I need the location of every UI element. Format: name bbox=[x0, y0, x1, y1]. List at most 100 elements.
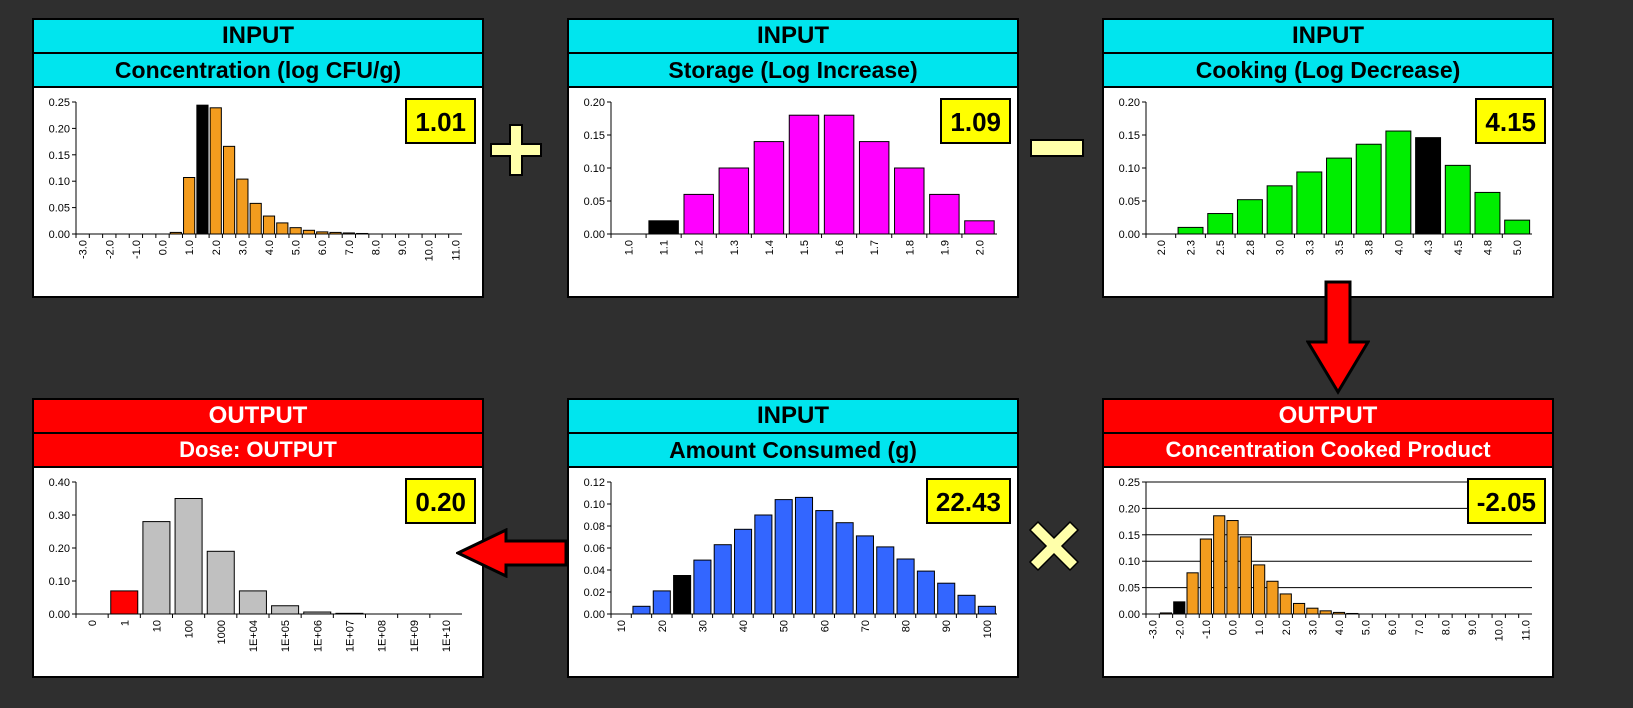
y-tick-label: 0.10 bbox=[49, 176, 70, 188]
y-tick-label: 0.15 bbox=[1119, 130, 1140, 142]
bar bbox=[1279, 593, 1292, 615]
panel-amount: INPUT Amount Consumed (g) 0.00 0.02 0.04 0.… bbox=[567, 398, 1019, 678]
x-tick-label: 0.0 bbox=[158, 240, 170, 255]
chart-storage: 0.00 0.05 0.10 0.15 0.20 1.0 1.1 1.2 1.3 1.4 1.5 1.… bbox=[567, 86, 1019, 298]
x-tick-label: 10.0 bbox=[1494, 620, 1506, 641]
bar bbox=[271, 605, 300, 615]
highlight-bar bbox=[673, 575, 692, 615]
bar bbox=[835, 522, 854, 615]
bar bbox=[1292, 602, 1306, 615]
x-tick-label: 1.0 bbox=[624, 240, 636, 255]
bar bbox=[209, 107, 222, 235]
panel-subheader: Cooking (Log Decrease) bbox=[1102, 52, 1554, 88]
chart-concentration: 0.00 0.05 0.10 0.15 0.20 0.25 -3.0 -2.0 -1.0 0.0 1… bbox=[32, 86, 484, 298]
x-tick-label: -1.0 bbox=[131, 240, 143, 259]
y-tick-label: 0.10 bbox=[49, 576, 70, 588]
bar bbox=[916, 570, 935, 615]
bar bbox=[238, 590, 267, 615]
bar bbox=[249, 202, 262, 235]
bar bbox=[1253, 564, 1266, 615]
x-tick-label: 0 bbox=[87, 620, 99, 626]
y-tick-label: 0.20 bbox=[1119, 97, 1140, 109]
bar bbox=[718, 167, 750, 235]
bar bbox=[302, 229, 316, 235]
bar bbox=[1326, 157, 1352, 235]
x-tick-label: 4.8 bbox=[1482, 240, 1494, 255]
highlight-bar bbox=[1415, 137, 1442, 235]
bar bbox=[1355, 143, 1382, 235]
panel-subheader: Dose: OUTPUT bbox=[32, 432, 484, 468]
y-tick-label: 0.15 bbox=[49, 150, 70, 162]
panel-storage: INPUT Storage (Log Increase) 0.00 0.05 0.1… bbox=[567, 18, 1019, 298]
bar bbox=[894, 167, 925, 235]
bar bbox=[1236, 199, 1263, 235]
y-tick-label: 0.02 bbox=[584, 587, 605, 599]
bar bbox=[1207, 213, 1234, 235]
x-tick-label: 1E+09 bbox=[409, 620, 421, 652]
x-tick-label: 90 bbox=[941, 620, 953, 632]
y-tick-label: 0.30 bbox=[49, 510, 70, 522]
x-tick-label: 80 bbox=[901, 620, 913, 632]
x-tick-label: 11.0 bbox=[450, 240, 462, 261]
panel-header: OUTPUT bbox=[1102, 398, 1554, 434]
x-tick-label: 70 bbox=[860, 620, 872, 632]
x-tick-label: -2.0 bbox=[104, 240, 116, 259]
y-tick-label: 0.00 bbox=[49, 229, 70, 241]
x-tick-label: 1.3 bbox=[729, 240, 741, 255]
bar bbox=[896, 558, 915, 615]
bar bbox=[1186, 572, 1199, 615]
highlight-bar bbox=[196, 104, 209, 235]
value-box: 1.09 bbox=[940, 98, 1011, 144]
x-tick-label: 9.0 bbox=[397, 240, 409, 255]
x-tick-label: 9.0 bbox=[1467, 620, 1479, 635]
x-tick-label: 5.0 bbox=[1512, 240, 1524, 255]
chart-cooked: 0.00 0.05 0.10 0.15 0.20 0.25 -3.0 -2.0 -1.0 0.0 1… bbox=[1102, 466, 1554, 678]
x-tick-label: 3.0 bbox=[1307, 620, 1319, 635]
y-tick-label: 0.05 bbox=[49, 203, 70, 215]
y-tick-label: 0.20 bbox=[1119, 503, 1140, 515]
bar bbox=[652, 590, 671, 615]
x-tick-label: 50 bbox=[779, 620, 791, 632]
y-tick-label: 0.00 bbox=[1119, 609, 1140, 621]
panel-concentration: INPUT Concentration (log CFU/g) 0.00 0.05… bbox=[32, 18, 484, 298]
y-tick-label: 0.25 bbox=[1119, 477, 1140, 489]
bar bbox=[206, 550, 235, 615]
bar bbox=[183, 177, 196, 235]
x-tick-label: 1E+10 bbox=[441, 620, 453, 652]
x-tick-label: 2.0 bbox=[974, 240, 986, 255]
x-tick-label: 20 bbox=[657, 620, 669, 632]
panel-subheader: Amount Consumed (g) bbox=[567, 432, 1019, 468]
bar bbox=[1213, 515, 1226, 615]
x-tick-label: 3.8 bbox=[1364, 240, 1376, 255]
y-tick-label: 0.08 bbox=[584, 521, 605, 533]
highlight-bar bbox=[648, 220, 679, 235]
bar bbox=[774, 499, 793, 615]
x-tick-label: 1E+08 bbox=[377, 620, 389, 652]
y-tick-label: 0.00 bbox=[1119, 229, 1140, 241]
panel-subheader: Storage (Log Increase) bbox=[567, 52, 1019, 88]
x-tick-label: 2.0 bbox=[1156, 240, 1168, 255]
x-tick-label: 1.5 bbox=[799, 240, 811, 255]
x-tick-label: 4.3 bbox=[1423, 240, 1435, 255]
bar bbox=[929, 193, 960, 235]
y-tick-label: 0.25 bbox=[49, 97, 70, 109]
bar bbox=[1266, 580, 1279, 615]
bar bbox=[734, 528, 753, 615]
x-tick-label: 1.1 bbox=[659, 240, 671, 255]
x-tick-label: 1.4 bbox=[764, 240, 776, 255]
x-tick-label: 5.0 bbox=[291, 240, 303, 255]
x-tick-label: 2.8 bbox=[1245, 240, 1257, 255]
x-tick-label: 8.0 bbox=[1440, 620, 1452, 635]
bar bbox=[823, 114, 855, 235]
x-tick-label: -3.0 bbox=[78, 240, 90, 259]
bar bbox=[957, 594, 976, 615]
bar bbox=[262, 215, 276, 235]
bar bbox=[1306, 607, 1319, 615]
bar bbox=[1504, 219, 1531, 235]
y-tick-label: 0.20 bbox=[49, 123, 70, 135]
bar bbox=[1444, 164, 1471, 235]
y-tick-label: 0.20 bbox=[49, 543, 70, 555]
y-tick-label: 0.10 bbox=[584, 163, 605, 175]
panel-header: OUTPUT bbox=[32, 398, 484, 434]
x-tick-label: 2.5 bbox=[1215, 240, 1227, 255]
